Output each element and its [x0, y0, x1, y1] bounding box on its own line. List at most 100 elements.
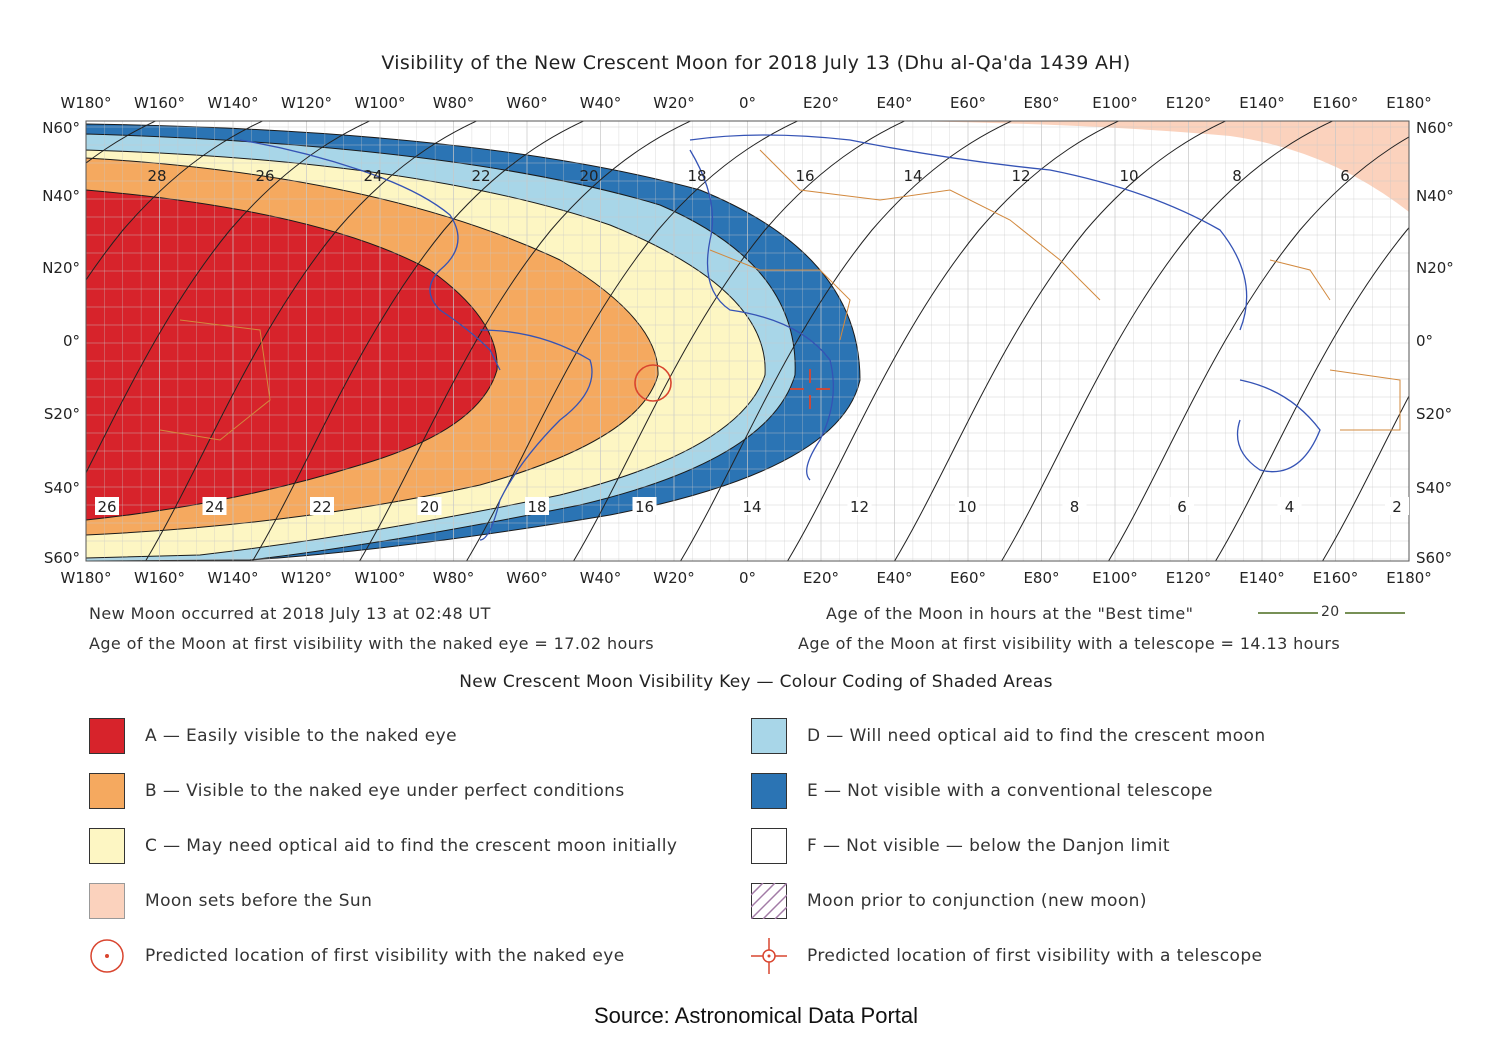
- age-label-bottom: 12: [850, 498, 869, 516]
- longitude-label-top: W100°: [355, 94, 406, 112]
- age-label-bottom: 10: [957, 498, 976, 516]
- longitude-label-top: E100°: [1092, 94, 1138, 112]
- age-label-bottom: 18: [527, 498, 546, 516]
- swatch-c: [89, 828, 125, 864]
- key-label-d: D — Will need optical aid to find the cr…: [807, 726, 1266, 746]
- age-label-top: 12: [1011, 167, 1030, 185]
- age-label-bottom: 2: [1392, 498, 1402, 516]
- longitude-label-bottom: W20°: [653, 569, 694, 587]
- longitude-label-top: E60°: [950, 94, 986, 112]
- latitude-label-left: 0°: [63, 332, 80, 350]
- longitude-labels-bottom: W180° W160° W140° W120° W100° W80° W60° W40° W20…: [61, 569, 1432, 587]
- age-label-top: 20: [579, 167, 598, 185]
- age-contour-line: [1215, 226, 1409, 561]
- longitude-label-top: E120°: [1166, 94, 1212, 112]
- longitude-label-bottom: W40°: [580, 569, 621, 587]
- swatch-d: [751, 718, 787, 754]
- longitude-label-bottom: E120°: [1166, 569, 1212, 587]
- latitude-label-left: S40°: [44, 479, 80, 497]
- map-frame: [85, 120, 1410, 562]
- moonset-zone: [900, 121, 1409, 212]
- key-item-a: A — Easily visible to the naked eye: [89, 718, 457, 754]
- longitude-label-bottom: 0°: [739, 569, 756, 587]
- key-label-naked-eye: Predicted location of first visibility w…: [145, 946, 625, 966]
- age-label-top: 26: [255, 167, 274, 185]
- latitude-label-left: N20°: [42, 259, 80, 277]
- longitude-label-bottom: W60°: [506, 569, 547, 587]
- longitude-label-top: W140°: [208, 94, 259, 112]
- latitude-label-right: S40°: [1416, 479, 1452, 497]
- age-label-bottom: 22: [312, 498, 331, 516]
- longitude-label-bottom: W100°: [355, 569, 406, 587]
- age-contour-line: [145, 121, 478, 561]
- key-label-moonset: Moon sets before the Sun: [145, 891, 373, 911]
- borders: [159, 149, 1401, 441]
- swatch-e: [751, 773, 787, 809]
- longitude-label-top: W60°: [506, 94, 547, 112]
- age-label-top: 22: [471, 167, 490, 185]
- swatch-moonset: [89, 883, 125, 919]
- longitude-label-bottom: E160°: [1313, 569, 1359, 587]
- age-label-bg: [525, 497, 549, 515]
- age-label-bg: [632, 497, 657, 515]
- age-label-bg: [740, 497, 764, 515]
- zone-a: [86, 189, 498, 521]
- latitude-label-left: S20°: [44, 405, 80, 423]
- age-labels-bottom: 26 24 22 20 18 16 14 12 10 8 6 4 2: [95, 497, 1409, 516]
- longitude-label-bottom: E60°: [950, 569, 986, 587]
- age-label-top: 6: [1340, 167, 1350, 185]
- key-label-e: E — Not visible with a conventional tele…: [807, 781, 1213, 801]
- age-contour-line: [86, 121, 157, 164]
- age-label-bg: [847, 497, 872, 515]
- longitude-label-top: E160°: [1313, 94, 1359, 112]
- age-label-bottom: 26: [97, 498, 116, 516]
- hatch-swatch-icon: [751, 883, 787, 919]
- age-contour-line: [359, 121, 692, 561]
- longitude-label-top: E80°: [1023, 94, 1059, 112]
- age-label-bottom: 24: [205, 498, 224, 516]
- age-label-bg: [1170, 497, 1194, 515]
- key-item-b: B — Visible to the naked eye under perfe…: [89, 773, 625, 809]
- latitude-label-right: 0°: [1416, 332, 1433, 350]
- latitude-label-left: N40°: [42, 187, 80, 205]
- age-contour-line: [86, 121, 371, 474]
- latitude-labels-right: N60° N40° N20° 0° S20° S40° S60°: [1416, 119, 1454, 567]
- key-item-f: F — Not visible — below the Danjon limit: [751, 828, 1170, 864]
- key-label-prior: Moon prior to conjunction (new moon): [807, 891, 1147, 911]
- age-label-bg: [1277, 497, 1302, 515]
- longitude-label-top: 0°: [739, 94, 756, 112]
- key-item-prior: Moon prior to conjunction (new moon): [751, 883, 1147, 919]
- age-label-top: 24: [363, 167, 382, 185]
- best-time-legend: Age of the Moon in hours at the "Best ti…: [826, 604, 1194, 623]
- age-label-top: 14: [903, 167, 922, 185]
- new-moon-info: New Moon occurred at 2018 July 13 at 02:…: [89, 604, 491, 623]
- latitude-label-left: N60°: [42, 119, 80, 137]
- longitude-label-bottom: E80°: [1023, 569, 1059, 587]
- longitude-label-top: W40°: [580, 94, 621, 112]
- longitude-label-top: W160°: [134, 94, 185, 112]
- longitude-label-bottom: W180°: [61, 569, 112, 587]
- telescope-info: Age of the Moon at first visibility with…: [798, 634, 1341, 653]
- age-label-bg: [955, 497, 979, 515]
- key-item-d: D — Will need optical aid to find the cr…: [751, 718, 1266, 754]
- longitude-label-bottom: W160°: [134, 569, 185, 587]
- age-label-bottom: 8: [1070, 498, 1080, 516]
- age-labels-top: 28 26 24 22 20 18 16 14 12 10 8 6: [147, 167, 1350, 185]
- longitude-label-bottom: W80°: [433, 569, 474, 587]
- swatch-f: [751, 828, 787, 864]
- longitude-labels-top: W180° W160° W140° W120° W100° W80° W60° W40° W20…: [61, 94, 1432, 112]
- graticule: [86, 121, 1409, 561]
- latitude-label-right: N20°: [1416, 259, 1454, 277]
- latitude-label-right: S60°: [1416, 549, 1452, 567]
- latitude-labels-left: N60° N40° N20° 0° S20° S40° S60°: [42, 119, 80, 567]
- longitude-label-bottom: W120°: [281, 569, 332, 587]
- longitude-label-top: E140°: [1239, 94, 1285, 112]
- key-label-c: C — May need optical aid to find the cre…: [145, 836, 678, 856]
- age-contour-line: [787, 121, 1120, 561]
- age-contour-line: [894, 121, 1227, 561]
- latitude-label-left: S60°: [44, 549, 80, 567]
- longitude-label-bottom: E140°: [1239, 569, 1285, 587]
- age-contour-line: [1421, 105, 1512, 575]
- longitude-label-bottom: W140°: [208, 569, 259, 587]
- age-label-bottom: 6: [1177, 498, 1187, 516]
